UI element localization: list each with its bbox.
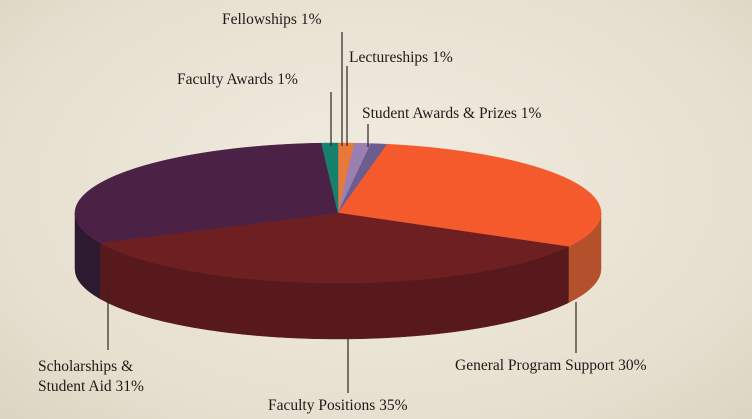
slice-name: Fellowships: [222, 11, 297, 28]
pie-tops: [74, 142, 602, 284]
slice-value: 30%: [618, 357, 647, 374]
slice-label: Lectureships 1%: [349, 48, 453, 68]
slice: [99, 212, 570, 284]
slice-label: Faculty Positions 35%: [268, 396, 408, 416]
slice-value: 31%: [115, 378, 144, 395]
slice-name: Scholarships & Student Aid: [38, 358, 134, 395]
slice-name: Faculty Awards: [177, 71, 274, 88]
slice-label: Student Awards & Prizes 1%: [362, 104, 541, 124]
slice-name: Student Awards & Prizes: [362, 105, 517, 122]
slice-name: Lectureships: [349, 49, 429, 66]
slice-value: 1%: [432, 49, 453, 66]
slice: [337, 143, 602, 247]
pie-sides: [74, 212, 602, 340]
slice-label: Scholarships & Student Aid 31%: [38, 357, 163, 397]
slice: [74, 142, 339, 244]
slice-name: General Program Support: [455, 357, 615, 374]
slice-name: Faculty Positions: [268, 397, 376, 414]
slice-value: 1%: [300, 11, 322, 28]
slice-label: General Program Support 30%: [455, 356, 647, 376]
slice-value: 1%: [520, 105, 542, 122]
slice-value: 35%: [379, 397, 408, 414]
slice-value: 1%: [277, 71, 298, 88]
slice-label: Fellowships 1%: [222, 10, 321, 30]
pie: [74, 142, 602, 340]
slice-label: Faculty Awards 1%: [177, 70, 298, 90]
slice: [321, 142, 339, 214]
